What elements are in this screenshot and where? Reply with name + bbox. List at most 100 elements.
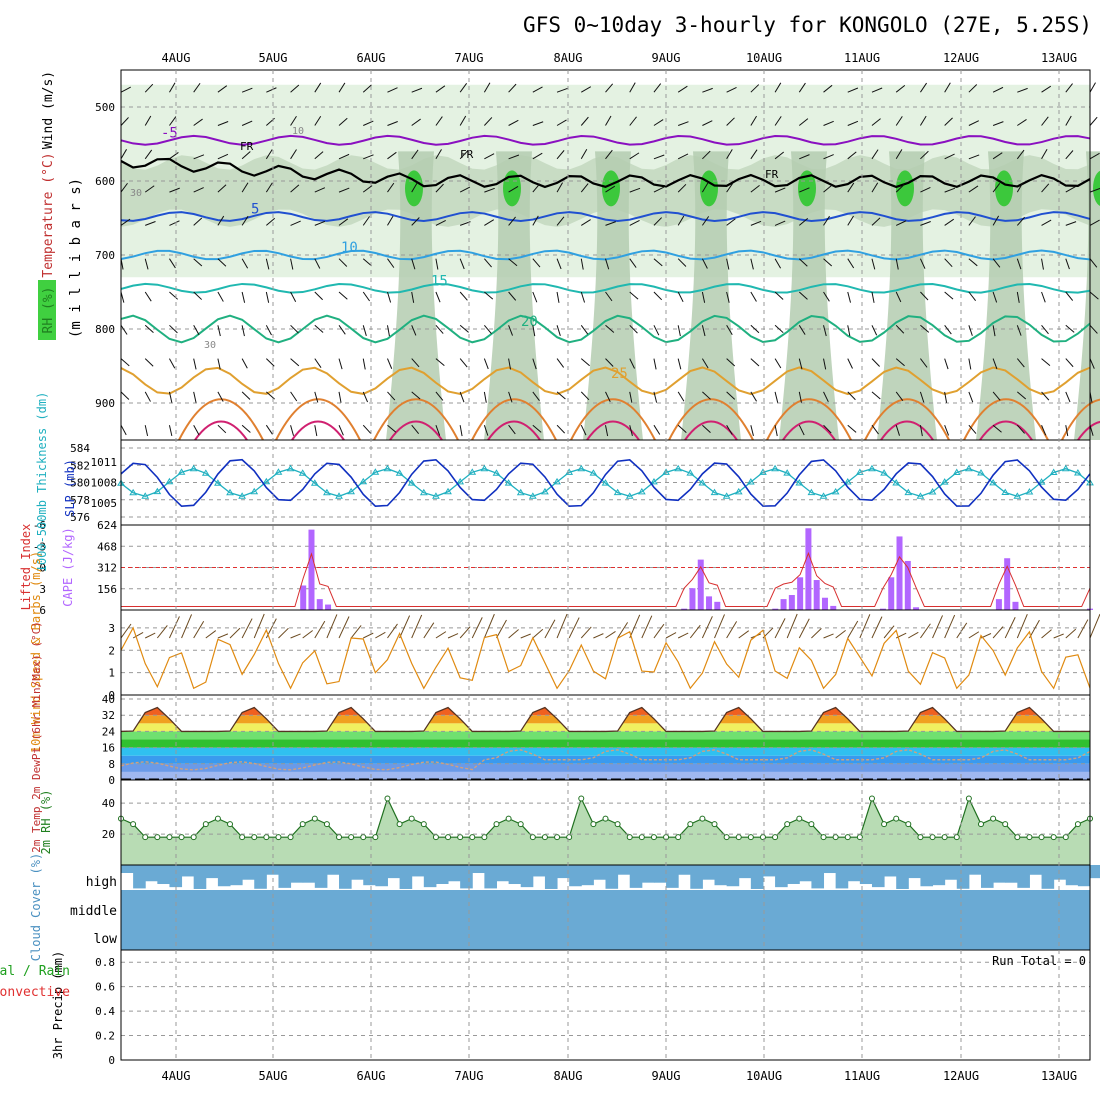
cloud-high-bar <box>847 865 861 882</box>
wind-barb <box>169 187 180 193</box>
thickness-point <box>843 478 852 485</box>
wind-barb <box>387 391 396 401</box>
slp-line <box>120 458 1091 507</box>
slp-panel: 576 578 580 582 584 1005 1008 1011 <box>70 439 1094 526</box>
wind-barb <box>1065 628 1077 639</box>
cloud-high-bar <box>811 865 825 889</box>
rh-point <box>808 821 815 828</box>
wind-barb <box>629 82 636 93</box>
wind-barb <box>120 218 131 226</box>
thickness-point <box>698 479 707 486</box>
rh-point <box>384 795 391 802</box>
wind-barb <box>520 633 531 639</box>
thickness-point <box>1037 478 1046 485</box>
wind-barb <box>968 325 973 336</box>
wind-barb <box>823 291 830 302</box>
axis-label-thickness: 1000-500mb Thickness (dm) <box>35 392 49 573</box>
temp-band <box>121 723 1090 732</box>
thickness-point <box>226 488 234 496</box>
temp-contour-label: 5 <box>251 202 259 218</box>
wind-barb <box>919 258 926 269</box>
cloud-high-bar <box>787 865 800 884</box>
cloud-high-bar <box>956 865 970 889</box>
wind-barb <box>484 153 495 160</box>
date-label-top: 13AUG <box>1041 51 1077 65</box>
wind-barb <box>338 425 344 436</box>
thickness-point <box>250 487 259 495</box>
cloud-panel: high middle low <box>70 864 1100 951</box>
cloud-high-bar <box>726 865 740 887</box>
axis-label-millibars: (m i l l i b a r s) <box>68 178 84 338</box>
wind-barb <box>1041 183 1050 193</box>
wind-barb <box>532 424 542 433</box>
wind-barb <box>738 630 750 639</box>
date-label-bottom: 10AUG <box>746 1069 782 1083</box>
wind-barb <box>1065 258 1070 270</box>
wind-barb <box>944 82 951 93</box>
cloud-high-bar <box>750 865 764 889</box>
cloud-high-bar <box>302 865 316 883</box>
wind-barb <box>314 620 326 639</box>
wind-barb <box>556 119 567 126</box>
wind-barb <box>435 258 439 270</box>
cloud-layer-label: middle <box>70 904 117 919</box>
axis-label-cape: CAPE (J/kg) <box>61 527 75 606</box>
cloud-high-bar <box>835 865 849 889</box>
wind-barb <box>217 325 221 337</box>
wind-barb <box>217 633 229 639</box>
rh-point <box>214 815 221 822</box>
precip-frame <box>120 949 1091 1061</box>
wind-tick: 0 <box>108 689 115 702</box>
wind-barb <box>726 86 737 93</box>
wind-barb <box>144 358 154 367</box>
wind-barb <box>750 115 757 126</box>
date-label-top: 10AUG <box>746 51 782 65</box>
thickness-tick: 576 <box>70 511 90 524</box>
wind-barb <box>629 291 639 300</box>
surface-hot-arc <box>389 420 443 441</box>
wind-barb <box>314 82 322 93</box>
freezing-label: FR <box>765 168 779 181</box>
wind-barb <box>302 630 313 639</box>
rh-point <box>1074 821 1081 828</box>
wind-barb <box>871 118 881 126</box>
cape-bar <box>913 607 920 610</box>
wind-barb <box>241 325 245 337</box>
wind-barb <box>750 258 754 270</box>
wind-barb <box>556 150 565 160</box>
wind-barb <box>1016 325 1022 336</box>
cloud-high-bar <box>532 865 546 877</box>
li-tick: 0 <box>39 562 46 575</box>
cloud-high-bar <box>1017 865 1030 888</box>
surface-hot-arc <box>880 420 934 441</box>
wind-barb <box>605 83 614 93</box>
wind-barb <box>581 219 591 226</box>
wind-barb <box>217 258 227 267</box>
thickness-point <box>456 477 465 485</box>
wind-barb <box>653 325 660 336</box>
thickness-point <box>323 488 331 496</box>
wind-barb <box>653 623 665 639</box>
precip-tick: 0.6 <box>95 981 115 994</box>
dewpoint-line <box>120 749 1091 771</box>
wind-barb <box>823 358 827 370</box>
thickness-point <box>880 469 888 476</box>
wind-barb <box>992 86 1004 93</box>
wind-barb <box>750 84 760 93</box>
date-label-bottom: 7AUG <box>455 1069 484 1083</box>
wind-barb <box>435 219 446 226</box>
rh-tick: 20 <box>102 828 115 841</box>
date-label-bottom: 9AUG <box>652 1069 681 1083</box>
wind-barb <box>774 187 786 193</box>
wind-barb <box>701 291 706 303</box>
wind-barb <box>241 358 248 369</box>
temp-panel: 0 8 16 24 32 40 <box>102 693 1091 787</box>
wind-barb <box>847 258 855 269</box>
cape-bar <box>308 529 315 610</box>
wind-barb <box>411 391 421 400</box>
wind-barb <box>483 324 492 335</box>
thickness-point <box>129 488 137 496</box>
wind-barb <box>266 391 275 400</box>
cloud-high-bar <box>859 865 873 885</box>
wind-barb <box>362 424 372 434</box>
